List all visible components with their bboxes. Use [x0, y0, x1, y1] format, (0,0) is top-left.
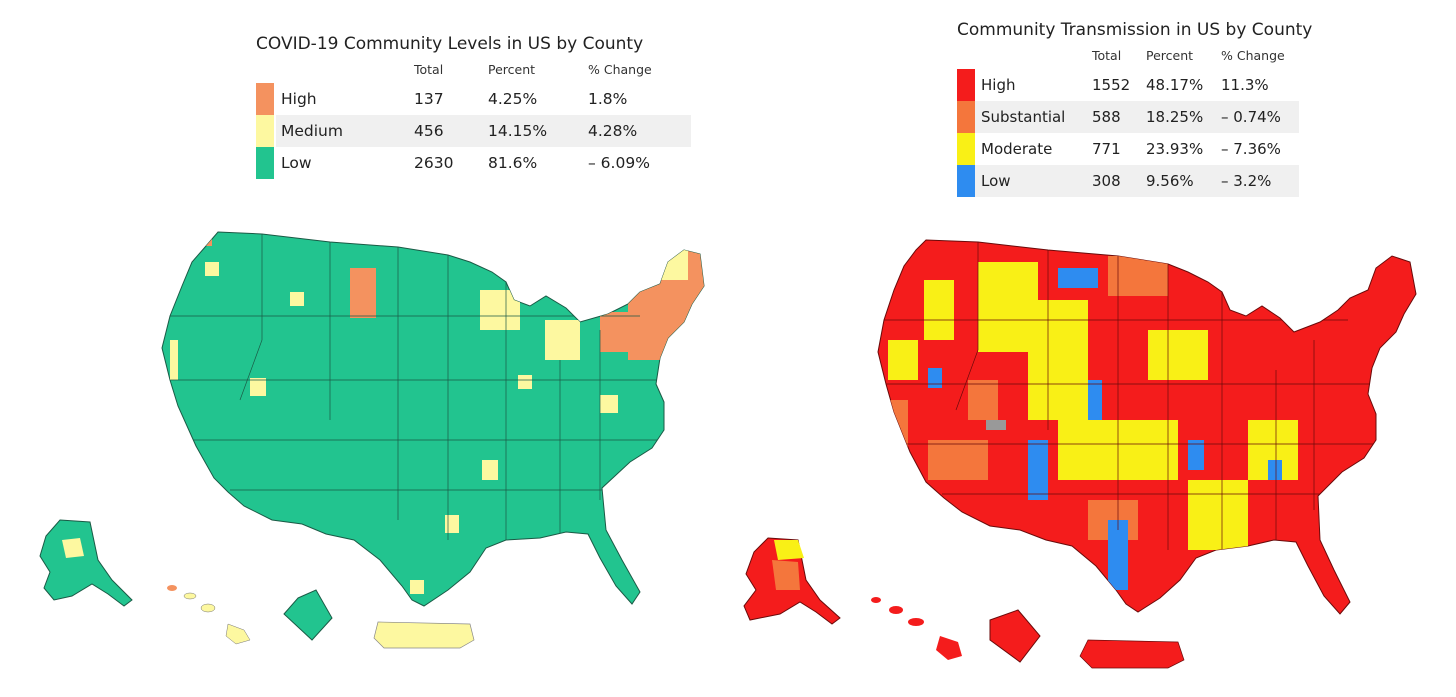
- legend-row-high: High 137 4.25% 1.8%: [256, 83, 691, 115]
- header-percent: Percent: [488, 62, 536, 77]
- legend-label: High: [981, 76, 1016, 94]
- legend-percent: 81.6%: [488, 154, 538, 172]
- legend-percent: 23.93%: [1146, 140, 1204, 158]
- legend-change: – 0.74%: [1221, 101, 1299, 133]
- puerto-rico-shape: [373, 621, 475, 649]
- legend-total: 137: [414, 90, 444, 108]
- legend-change: 11.3%: [1221, 76, 1269, 94]
- legend-label: Medium: [276, 115, 414, 147]
- puerto-rico-shape: [1079, 639, 1185, 669]
- legend-percent: 4.25%: [488, 90, 538, 108]
- community-levels-table: Total Percent % Change High 137 4.25% 1.…: [256, 62, 691, 179]
- legend-total: 2630: [414, 154, 454, 172]
- legend-percent: 18.25%: [1146, 101, 1221, 133]
- legend-label: Moderate: [981, 140, 1053, 158]
- header-total: Total: [414, 62, 444, 77]
- medium-swatch: [256, 115, 274, 147]
- community-transmission-panel: Community Transmission in US by County T…: [728, 0, 1456, 697]
- dc-shape: [283, 589, 333, 641]
- low-swatch: [957, 165, 975, 197]
- legend-label: High: [281, 90, 317, 108]
- hawaii-shape: [871, 597, 962, 660]
- high-swatch: [957, 69, 975, 101]
- community-transmission-map: [743, 239, 1417, 669]
- legend-percent: 9.56%: [1146, 165, 1221, 197]
- legend-change: – 3.2%: [1221, 165, 1299, 197]
- legend-total: 771: [1092, 140, 1121, 158]
- header-change: % Change: [588, 62, 652, 77]
- legend-change: 4.28%: [588, 115, 691, 147]
- legend-label: Low: [977, 165, 1092, 197]
- high-swatch: [256, 83, 274, 115]
- legend-row-medium: Medium 456 14.15% 4.28%: [256, 115, 691, 147]
- legend-row-low: Low 308 9.56% – 3.2%: [957, 165, 1299, 197]
- community-levels-legend: COVID-19 Community Levels in US by Count…: [256, 34, 691, 179]
- low-swatch: [256, 147, 274, 179]
- legend-label: Substantial: [977, 101, 1092, 133]
- community-levels-panel: COVID-19 Community Levels in US by Count…: [39, 34, 705, 649]
- state-borders: [884, 242, 1376, 550]
- header-total: Total: [1092, 48, 1122, 63]
- community-transmission-title: Community Transmission in US by County: [957, 20, 1313, 40]
- community-levels-title: COVID-19 Community Levels in US by Count…: [256, 34, 644, 54]
- legend-row-substantial: Substantial 588 18.25% – 0.74%: [957, 101, 1299, 133]
- legend-total: 588: [1092, 101, 1146, 133]
- header-change: % Change: [1221, 48, 1285, 63]
- alaska-shape: [39, 519, 133, 607]
- community-transmission-table: Total Percent % Change High 1552 48.17% …: [957, 48, 1299, 197]
- legend-total: 308: [1092, 165, 1146, 197]
- legend-change: – 6.09%: [588, 154, 650, 172]
- legend-header-row: Total Percent % Change: [957, 48, 1299, 69]
- legend-total: 1552: [1092, 76, 1131, 94]
- legend-percent: 48.17%: [1146, 76, 1204, 94]
- legend-percent: 14.15%: [488, 115, 588, 147]
- legend-change: – 7.36%: [1221, 140, 1281, 158]
- legend-total: 456: [414, 115, 488, 147]
- community-transmission-legend: Community Transmission in US by County T…: [957, 20, 1312, 197]
- substantial-swatch: [957, 101, 975, 133]
- state-borders: [170, 234, 660, 540]
- header-percent: Percent: [1146, 48, 1194, 63]
- legend-change: 1.8%: [588, 90, 628, 108]
- legend-label: Low: [281, 154, 312, 172]
- legend-header-row: Total Percent % Change: [256, 62, 691, 83]
- hawaii-shape: [167, 585, 251, 645]
- moderate-swatch: [957, 133, 975, 165]
- legend-row-high: High 1552 48.17% 11.3%: [957, 69, 1299, 101]
- legend-row-moderate: Moderate 771 23.93% – 7.36%: [957, 133, 1299, 165]
- mainland-us-low: [161, 231, 705, 607]
- legend-row-low: Low 2630 81.6% – 6.09%: [256, 147, 691, 179]
- dc-shape: [989, 609, 1041, 663]
- community-levels-map: [39, 231, 705, 649]
